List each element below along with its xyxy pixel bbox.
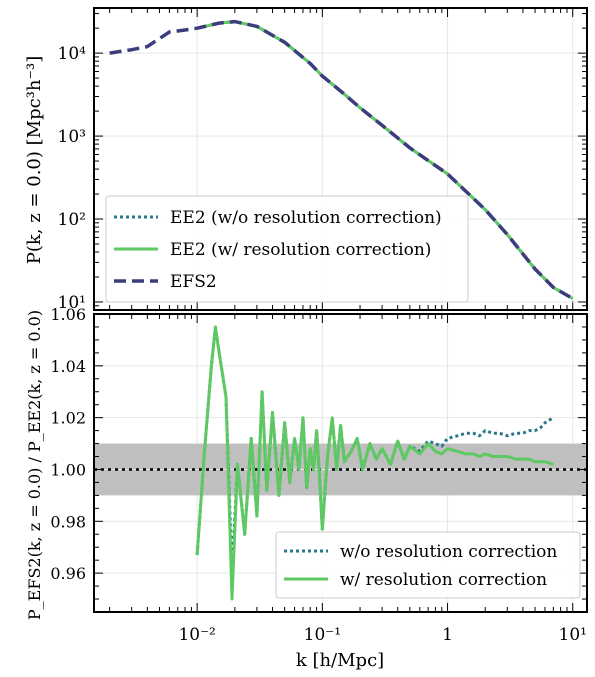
bottom-y-tick-label: 0.98 <box>50 512 86 531</box>
x-tick-label: 10⁻² <box>178 625 215 645</box>
top-y-tick-label: 10² <box>58 210 86 230</box>
power-spectrum-panel: 10¹ 10² 10³ 10⁴ EE2 (w/o resolution correcti… <box>58 7 588 313</box>
x-tick-label: 1 <box>442 625 453 645</box>
x-axis-label: k [h/Mpc] <box>296 650 384 671</box>
top-y-tick-label: 10³ <box>58 127 86 147</box>
ratio-panel: 0.96 0.98 1.00 1.02 1.04 1.06 10⁻² 10⁻¹ 1 10¹ w/o … <box>50 305 588 645</box>
top-legend-label: EE2 (w/ resolution correction) <box>170 240 431 260</box>
top-y-axis-label: P(k, z = 0.0) [Mpc³h⁻³] <box>24 56 45 264</box>
top-legend-label: EE2 (w/o resolution correction) <box>170 208 442 228</box>
top-axes-frame <box>93 7 588 311</box>
top-y-tick-label: 10⁴ <box>58 44 87 64</box>
top-series-line <box>109 19 574 301</box>
bottom-legend-label: w/o resolution correction <box>340 542 557 562</box>
bottom-y-tick-label: 1.00 <box>50 460 86 479</box>
bottom-axes-frame <box>93 313 588 613</box>
bottom-y-tick-label: 1.02 <box>50 409 86 428</box>
x-tick-label: 10⁻¹ <box>304 625 341 645</box>
bottom-y-tick-label: 1.06 <box>50 305 86 324</box>
top-y-tick-label: 10¹ <box>58 293 86 313</box>
top-legend-box <box>105 195 469 303</box>
top-legend-label: EFS2 <box>170 272 217 292</box>
bottom-legend-label: w/ resolution correction <box>340 570 547 590</box>
x-tick-label: 10¹ <box>559 625 587 645</box>
bottom-y-tick-label: 1.04 <box>50 357 86 376</box>
bottom-y-axis-label: P_EFS2(k, z = 0.0) / P_EE2(k, z = 0.0) <box>25 310 44 620</box>
bottom-y-tick-label: 0.96 <box>50 564 86 583</box>
bottom-series-line <box>195 325 554 601</box>
bottom-legend-box <box>275 531 581 599</box>
